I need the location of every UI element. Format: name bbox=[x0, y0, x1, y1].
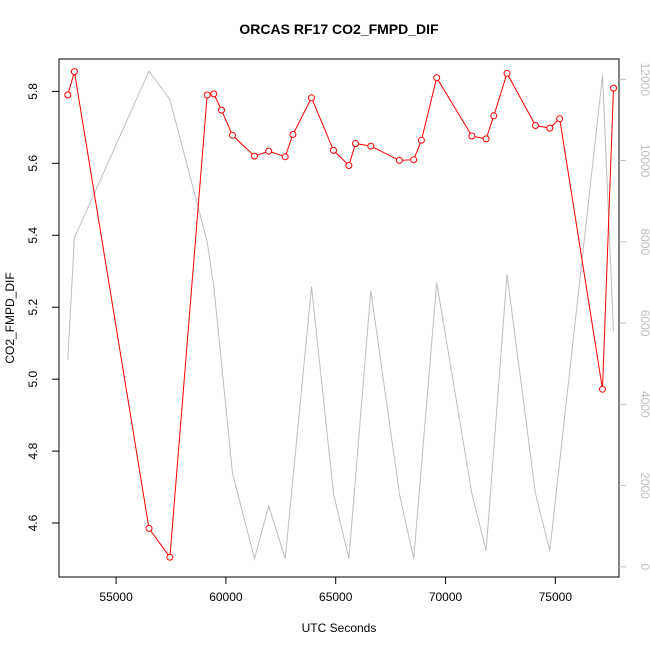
y2-tick-label: 6000 bbox=[638, 310, 650, 337]
data-point bbox=[330, 146, 337, 154]
y2-tick-label: 10000 bbox=[638, 144, 650, 178]
data-point bbox=[166, 553, 174, 561]
series-layer bbox=[64, 68, 617, 561]
x-tick-label: 70000 bbox=[429, 590, 463, 604]
y-axis-label: CO2_FMPD_DIF bbox=[3, 272, 17, 363]
data-point bbox=[289, 131, 297, 138]
data-point bbox=[395, 156, 403, 164]
right-axis-series-line bbox=[67, 70, 614, 561]
data-point bbox=[599, 385, 606, 393]
x-tick-label: 75000 bbox=[539, 590, 573, 604]
data-point bbox=[229, 131, 236, 139]
y2-axis: 0 2000 4000 6000 8000 10000 12000 bbox=[619, 63, 650, 570]
data-point bbox=[433, 74, 441, 82]
y-tick-label: 4.6 bbox=[26, 514, 40, 531]
x-tick-label: 60000 bbox=[209, 590, 243, 604]
y-axis: 4.6 4.8 5.0 5.2 5.4 5.6 5.8 bbox=[26, 83, 59, 531]
data-point bbox=[218, 106, 225, 114]
data-point bbox=[417, 136, 425, 144]
y2-tick-label: 0 bbox=[638, 563, 650, 570]
data-point bbox=[281, 153, 289, 161]
data-point bbox=[556, 115, 564, 123]
data-point bbox=[468, 132, 476, 140]
chart-title: ORCAS RF17 CO2_FMPD_DIF bbox=[239, 21, 439, 37]
data-point bbox=[64, 91, 72, 99]
x-tick-label: 65000 bbox=[319, 590, 353, 604]
data-point bbox=[490, 112, 498, 120]
y-tick-label: 5.8 bbox=[26, 83, 40, 100]
data-point bbox=[203, 91, 211, 99]
y2-tick-label: 8000 bbox=[638, 228, 650, 255]
data-point bbox=[367, 142, 375, 150]
y-tick-label: 5.0 bbox=[26, 370, 40, 387]
data-point bbox=[265, 147, 273, 155]
data-point bbox=[546, 124, 554, 132]
y2-tick-label: 4000 bbox=[638, 391, 650, 418]
data-point bbox=[532, 122, 539, 129]
data-point bbox=[308, 94, 315, 102]
x-axis-label: UTC Seconds bbox=[302, 621, 377, 635]
y2-tick-label: 12000 bbox=[638, 63, 650, 97]
y-tick-label: 5.4 bbox=[26, 227, 40, 244]
data-point bbox=[345, 162, 353, 169]
data-point bbox=[210, 90, 218, 98]
data-point bbox=[610, 84, 617, 92]
data-point bbox=[482, 135, 490, 143]
y-tick-label: 5.6 bbox=[26, 155, 40, 172]
plot-frame bbox=[58, 58, 620, 578]
data-point bbox=[251, 152, 258, 160]
data-point bbox=[70, 68, 78, 76]
y2-tick-label: 2000 bbox=[638, 472, 650, 499]
data-point bbox=[352, 140, 359, 147]
data-point bbox=[503, 69, 511, 77]
x-axis: 55000 60000 65000 70000 75000 bbox=[99, 577, 572, 604]
data-point bbox=[145, 524, 153, 532]
data-point bbox=[410, 156, 418, 164]
y-tick-label: 4.8 bbox=[26, 442, 40, 459]
y-tick-label: 5.2 bbox=[26, 299, 40, 316]
x-tick-label: 55000 bbox=[99, 590, 133, 604]
